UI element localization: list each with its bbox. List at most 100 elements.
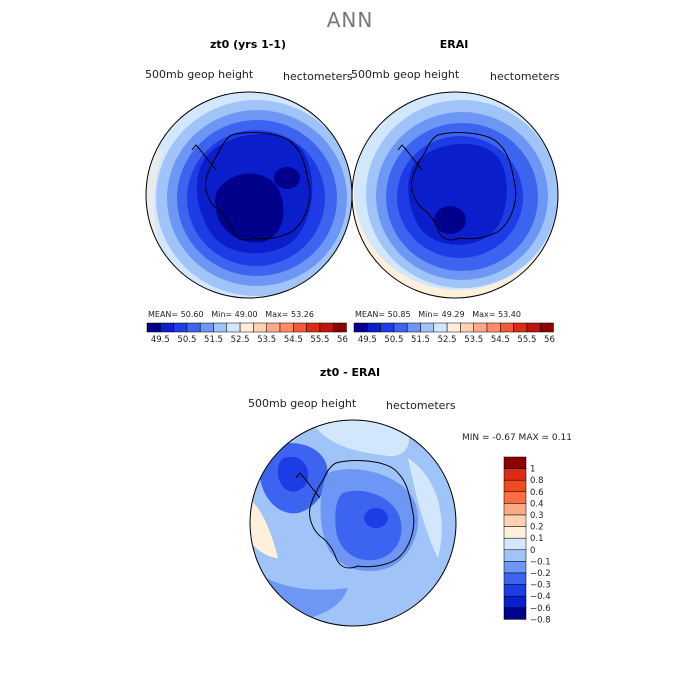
diff-colorbar-tick-label: −0.4 <box>530 592 551 602</box>
obs-colorbar-swatch <box>393 322 408 333</box>
obs-colorbar-swatch <box>420 322 435 333</box>
obs-colorbar-swatch <box>539 322 554 333</box>
model-colorbar-tick-label: 49.5 <box>151 335 170 344</box>
diff-light-east <box>408 458 442 558</box>
model-colorbar-swatch <box>266 322 281 333</box>
obs-colorbar-tick-label: 56.5 <box>544 335 555 344</box>
obs-panel-title: ERAI <box>439 38 469 51</box>
obs-colorbar-swatch <box>486 322 501 333</box>
model-colorbar-swatch <box>306 322 321 333</box>
diff-colorbar-tick-label: 0.2 <box>530 523 544 533</box>
obs-colorbar-tick-label: 51.5 <box>411 335 430 344</box>
diff-colorbar-tick-label: 1 <box>530 465 535 475</box>
obs-colorbar-tick-label: 52.5 <box>438 335 457 344</box>
model-colorbar-swatch <box>199 322 214 333</box>
obs-colorbar-tick-label: 54.5 <box>491 335 510 344</box>
obs-colorbar-swatch <box>367 322 381 333</box>
model-map <box>145 91 353 299</box>
obs-colorbar-swatch <box>433 322 448 333</box>
model-low-east <box>274 167 300 189</box>
model-colorbar-swatch <box>253 322 267 333</box>
model-colorbar-swatch <box>279 322 294 333</box>
diff-colorbar-swatch <box>503 607 527 620</box>
diff-colorbar-tick-label: 0.4 <box>530 499 544 509</box>
obs-colorbar-swatch <box>500 322 514 333</box>
diff-colorbar-swatch <box>503 503 527 516</box>
diff-colorbar-tick-label: −0.2 <box>530 569 551 579</box>
diff-colorbar-tick-label: 0.1 <box>530 534 544 544</box>
model-units-label: hectometers <box>283 70 353 83</box>
model-colorbar-tick-label: 51.5 <box>204 335 223 344</box>
obs-colorbar-swatch <box>460 322 474 333</box>
model-colorbar-tick-label: 52.5 <box>231 335 250 344</box>
diff-colorbar-swatch <box>503 595 527 609</box>
diff-colorbar-swatch <box>503 468 527 481</box>
obs-units-label: hectometers <box>490 70 560 83</box>
obs-antarctica-coastline <box>411 131 517 241</box>
diff-units-label: hectometers <box>386 399 456 412</box>
model-colorbar-tick-label: 50.5 <box>177 335 196 344</box>
model-colorbar-swatch <box>186 322 201 333</box>
obs-colorbar-swatch <box>406 322 421 333</box>
model-colorbar-tick-label: 53.5 <box>257 335 276 344</box>
diff-colorbar-swatch <box>503 526 527 539</box>
diff-colorbar-swatch <box>503 549 527 562</box>
obs-colorbar-tick-label: 50.5 <box>384 335 403 344</box>
obs-colorbar-swatch <box>446 322 461 333</box>
obs-colorbar-tick-label: 53.5 <box>464 335 483 344</box>
diff-colorbar-swatch <box>503 537 527 551</box>
obs-colorbar-swatch <box>353 322 368 333</box>
diff-colorbar-swatch <box>503 514 527 527</box>
diff-light-north <box>308 420 409 457</box>
obs-stats: MEAN= 50.85 Min= 49.29 Max= 53.40 <box>355 310 521 319</box>
model-panel-title: zt0 (yrs 1-1) <box>209 38 287 51</box>
diff-colorbar-swatch <box>503 572 527 585</box>
diff-low-west <box>277 456 309 492</box>
diff-colorbar-tick-label: 0.6 <box>530 488 544 498</box>
obs-map-border <box>351 91 559 299</box>
diff-colorbar-tick-label: 0 <box>530 546 535 556</box>
model-colorbar: 49.5 50.5 51.5 52.5 53.5 54.5 55.5 56.5 <box>146 322 348 344</box>
diff-colorbar-tick-label: −0.8 <box>530 615 551 625</box>
model-peninsula-coastline <box>191 144 217 171</box>
diff-positive-west <box>250 498 278 558</box>
diff-colorbar-swatch <box>503 456 527 469</box>
model-variable-label: 500mb geop height <box>145 68 254 81</box>
model-colorbar-swatch <box>160 322 174 333</box>
model-colorbar-tick-label: 55.5 <box>310 335 329 344</box>
model-colorbar-swatch <box>146 322 161 333</box>
obs-colorbar-swatch <box>380 322 395 333</box>
figure-title: ANN <box>326 8 374 32</box>
diff-map <box>249 419 457 627</box>
diff-colorbar-tick-label: 0.3 <box>530 511 544 521</box>
diff-colorbar-swatch <box>503 479 527 493</box>
model-colorbar-swatch <box>293 322 307 333</box>
model-low-center <box>215 173 284 243</box>
diff-variable-label: 500mb geop height <box>248 397 357 410</box>
model-colorbar-swatch <box>173 322 188 333</box>
obs-peninsula-coastline <box>397 144 423 171</box>
model-colorbar-swatch <box>213 322 228 333</box>
model-colorbar-tick-label: 56.5 <box>337 335 348 344</box>
model-colorbar-swatch <box>226 322 241 333</box>
model-stats: MEAN= 50.60 Min= 49.00 Max= 53.26 <box>148 310 314 319</box>
diff-peninsula-coastline <box>295 472 321 499</box>
model-colorbar-swatch <box>332 322 347 333</box>
diff-colorbar-swatch <box>503 584 527 597</box>
diff-map-border <box>249 419 457 627</box>
model-antarctica-coastline <box>205 131 311 241</box>
diff-colorbar-swatch <box>503 491 527 504</box>
obs-colorbar-swatch <box>526 322 541 333</box>
diff-antarctica-coastline <box>309 459 415 569</box>
obs-map <box>351 91 559 299</box>
diff-stats: MIN = -0.67 MAX = 0.11 <box>462 433 572 443</box>
model-colorbar-swatch <box>319 322 334 333</box>
diff-colorbar-swatch <box>503 561 527 574</box>
obs-colorbar: 49.5 50.5 51.5 52.5 53.5 54.5 55.5 56.5 <box>353 322 555 344</box>
obs-low-center <box>434 206 466 234</box>
obs-variable-label: 500mb geop height <box>351 68 460 81</box>
obs-colorbar-swatch <box>513 322 528 333</box>
diff-colorbar-tick-label: 0.8 <box>530 476 544 486</box>
model-colorbar-swatch <box>239 322 254 333</box>
diff-colorbar: 10.8 0.60.4 0.3 0.20.1 0−0.1 −0.2 −0.3−0.4 −0.6… <box>503 456 551 625</box>
